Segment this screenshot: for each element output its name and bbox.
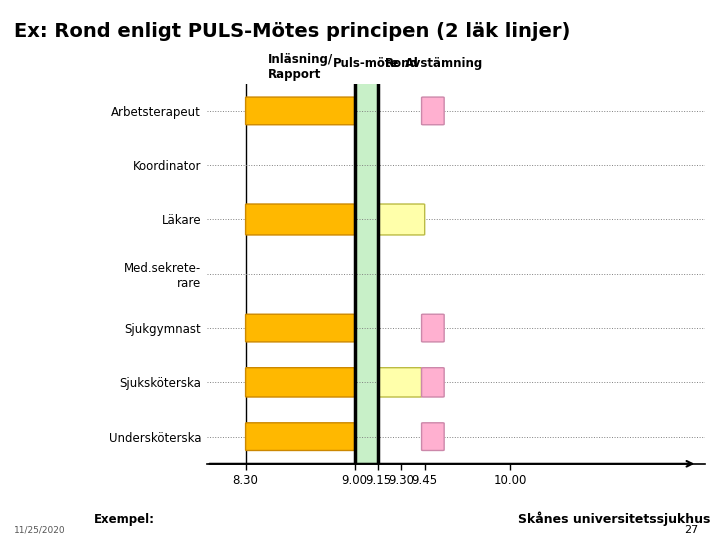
- Text: Exempel:: Exempel:: [94, 514, 155, 526]
- FancyBboxPatch shape: [378, 368, 422, 397]
- Bar: [355, 84, 378, 464]
- FancyBboxPatch shape: [246, 97, 355, 125]
- FancyBboxPatch shape: [422, 97, 444, 125]
- Text: Avstämning: Avstämning: [405, 57, 483, 70]
- FancyBboxPatch shape: [422, 314, 444, 342]
- Text: 27: 27: [684, 524, 698, 535]
- FancyBboxPatch shape: [246, 204, 355, 235]
- FancyBboxPatch shape: [422, 368, 444, 397]
- FancyBboxPatch shape: [246, 368, 355, 397]
- Text: Inläsning/
Rapport: Inläsning/ Rapport: [268, 53, 333, 81]
- Text: Ex: Rond enligt PULS-Mötes principen (2 läk linjer): Ex: Rond enligt PULS-Mötes principen (2 …: [14, 22, 571, 40]
- FancyBboxPatch shape: [378, 204, 425, 235]
- Text: 11/25/2020: 11/25/2020: [14, 525, 66, 535]
- FancyBboxPatch shape: [246, 314, 355, 342]
- FancyBboxPatch shape: [246, 423, 355, 450]
- FancyBboxPatch shape: [422, 423, 444, 450]
- Text: Puls-möte: Puls-möte: [333, 57, 400, 70]
- Text: Skånes universitetssjukhus: Skånes universitetssjukhus: [518, 512, 711, 526]
- Text: Rond: Rond: [384, 57, 418, 70]
